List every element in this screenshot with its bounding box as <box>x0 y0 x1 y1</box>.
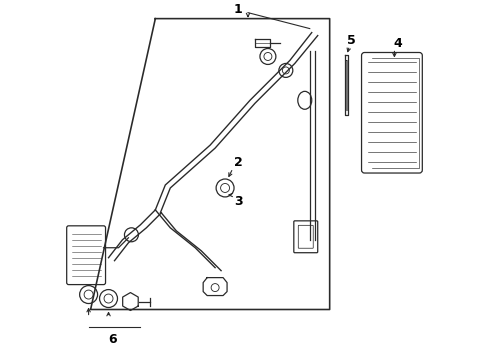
Text: 1: 1 <box>234 3 243 16</box>
Text: 2: 2 <box>234 156 243 168</box>
Text: 3: 3 <box>234 195 243 208</box>
Text: 4: 4 <box>393 37 402 50</box>
Text: 6: 6 <box>108 333 117 346</box>
Text: 5: 5 <box>347 34 356 47</box>
